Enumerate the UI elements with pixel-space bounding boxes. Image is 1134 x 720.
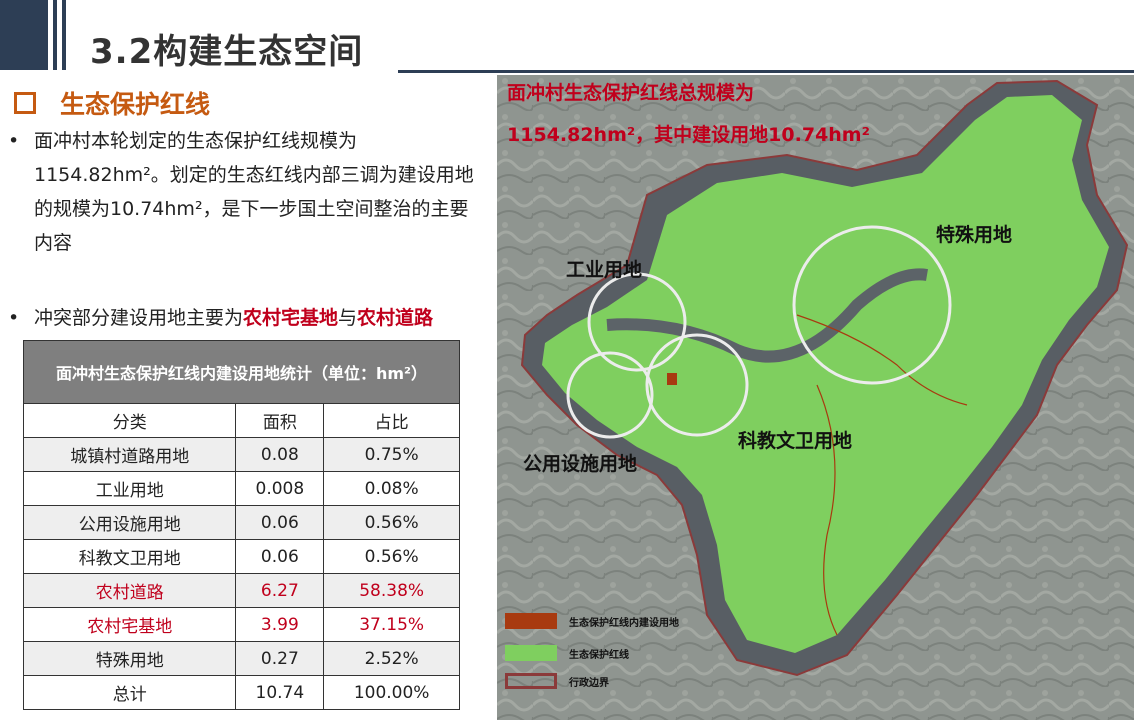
bullet-dot-icon: • (8, 307, 20, 329)
table-cell-ratio: 0.56% (323, 539, 460, 574)
bullet-dot-icon: • (8, 130, 20, 152)
legend-swatch (505, 645, 557, 661)
legend-swatch (505, 613, 557, 629)
zone-label-science: 科教文卫用地 (738, 430, 853, 452)
column-header: 占比 (323, 403, 460, 438)
table-cell-category: 城镇村道路用地 (22, 437, 237, 472)
legend-item-redline: 生态保护红线 (505, 645, 629, 661)
table-cell-area: 10.74 (235, 675, 325, 710)
zone-circle-special (792, 225, 952, 385)
bullet-text-prefix: 冲突部分建设用地主要为 (34, 307, 244, 329)
table-row: 城镇村道路用地 0.08 0.75% (22, 437, 460, 472)
table-row: 总计 10.74 100.00% (22, 675, 460, 710)
table-cell-category: 特殊用地 (22, 641, 237, 676)
legend-label: 行政边界 (569, 677, 609, 689)
table-cell-area: 0.27 (235, 641, 325, 676)
square-bullet-icon (14, 92, 36, 114)
river-channel (606, 268, 928, 363)
table-cell-category: 农村道路 (22, 573, 237, 608)
table-cell-category: 总计 (22, 675, 237, 710)
zone-label-special: 特殊用地 (936, 224, 1013, 246)
table-cell-ratio: 2.52% (323, 641, 460, 676)
zone-label-utility: 公用设施用地 (523, 453, 638, 475)
table-row: 公用设施用地 0.06 0.56% (22, 505, 460, 540)
table-cell-area: 6.27 (235, 573, 325, 608)
table-row: 特殊用地 0.27 2.52% (22, 641, 460, 676)
section-title: 生态保护红线 (14, 85, 210, 121)
table-cell-area: 0.08 (235, 437, 325, 472)
highlight-rural-road: 农村道路 (357, 307, 434, 329)
table-cell-ratio: 37.15% (323, 607, 460, 642)
header-decoration (0, 0, 66, 70)
title-divider (398, 70, 1134, 73)
table-cell-area: 0.06 (235, 539, 325, 574)
table-cell-area: 3.99 (235, 607, 325, 642)
bullet-text: 面冲村本轮划定的生态保护红线规模为1154.82hm²。划定的生态红线内部三调为… (34, 130, 474, 254)
construction-land-table: 面冲村生态保护红线内建设用地统计（单位：hm²） 分类 面积 占比 城镇村道路用… (22, 340, 460, 710)
construction-land-patch (667, 373, 677, 385)
header-bar (62, 0, 66, 70)
legend-item-boundary: 行政边界 (505, 673, 609, 689)
table-row: 科教文卫用地 0.06 0.56% (22, 539, 460, 574)
ecological-redline-area (542, 95, 1109, 653)
header-bar (0, 0, 48, 70)
zone-circle-industrial (587, 272, 687, 372)
table-cell-ratio: 58.38% (323, 573, 460, 608)
header-bar (53, 0, 57, 70)
table-cell-ratio: 0.75% (323, 437, 460, 472)
table-cell-ratio: 100.00% (323, 675, 460, 710)
highlight-homestead: 农村宅基地 (243, 307, 339, 329)
bullet-text: 冲突部分建设用地主要为农村宅基地与农村道路 (34, 301, 486, 335)
column-header: 分类 (22, 403, 237, 438)
section-title-text: 生态保护红线 (60, 90, 211, 119)
table-row: 农村宅基地 3.99 37.15% (22, 607, 460, 642)
column-header: 面积 (235, 403, 325, 438)
page-title: 3.2构建生态空间 (90, 32, 364, 72)
map-title-line2: 1154.82hm²，其中建设用地10.74hm² (507, 124, 870, 146)
legend-label: 生态保护红线 (569, 649, 629, 661)
zone-circle-science (645, 333, 749, 437)
bullet-item-1: • 面冲村本轮划定的生态保护红线规模为1154.82hm²。划定的生态红线内部三… (8, 124, 486, 260)
table-cell-ratio: 0.56% (323, 505, 460, 540)
zone-label-industrial: 工业用地 (566, 259, 643, 281)
table-row: 农村道路 6.27 58.38% (22, 573, 460, 608)
table-row: 工业用地 0.008 0.08% (22, 471, 460, 506)
table-cell-area: 0.06 (235, 505, 325, 540)
zone-circle-utility (566, 351, 654, 439)
ecological-redline-map (497, 75, 1134, 720)
rural-road (796, 314, 968, 636)
bullet-text-conj: 与 (338, 307, 358, 329)
legend-label: 生态保护红线内建设用地 (569, 617, 679, 629)
table-cell-category: 工业用地 (22, 471, 237, 506)
table-cell-category: 公用设施用地 (22, 505, 237, 540)
table-cell-category: 农村宅基地 (22, 607, 237, 642)
bullet-item-2: • 冲突部分建设用地主要为农村宅基地与农村道路 (8, 301, 486, 335)
legend-item-construction: 生态保护红线内建设用地 (505, 613, 679, 629)
legend-swatch (505, 673, 557, 689)
table-cell-ratio: 0.08% (323, 471, 460, 506)
table-cell-category: 科教文卫用地 (22, 539, 237, 574)
map-title-line1: 面冲村生态保护红线总规模为 (507, 82, 755, 104)
table-caption: 面冲村生态保护红线内建设用地统计（单位：hm²） (23, 340, 460, 404)
table-cell-area: 0.008 (235, 471, 325, 506)
